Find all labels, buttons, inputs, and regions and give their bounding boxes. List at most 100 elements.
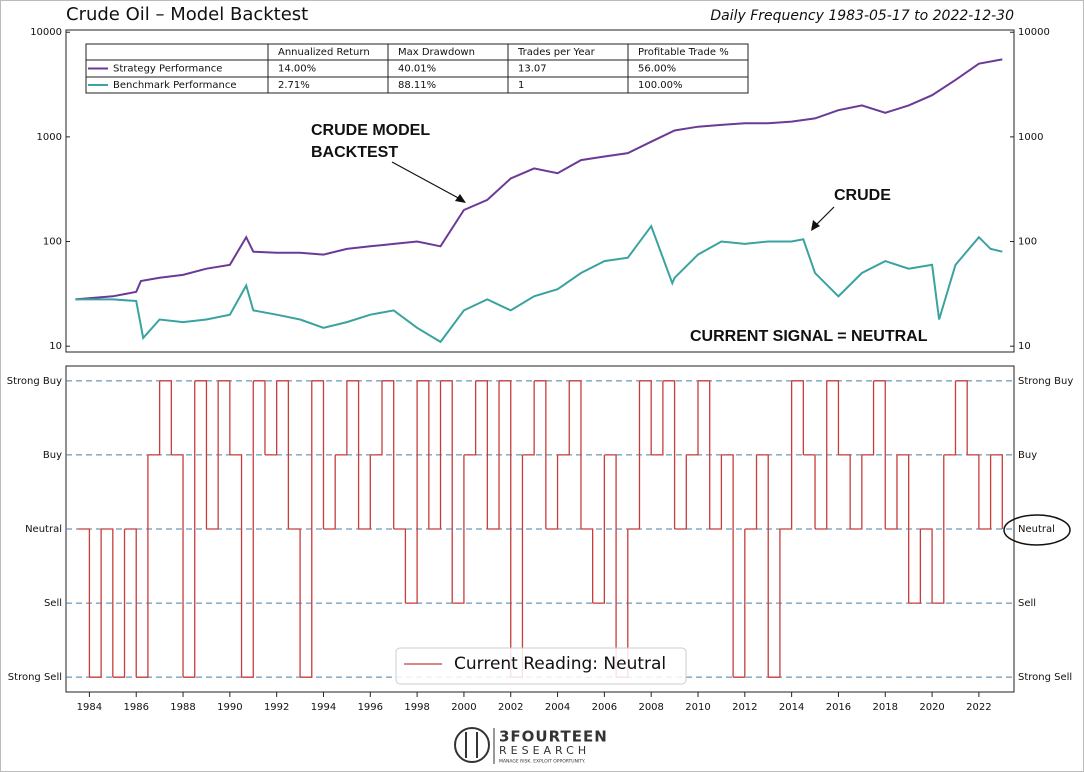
y-tick-label: 1000 (37, 132, 62, 143)
signal-step (674, 454, 687, 530)
signal-step (686, 380, 699, 456)
signal-step (639, 380, 652, 455)
y-tick-label: 10 (1018, 341, 1031, 352)
y-tick-label: 100 (43, 237, 62, 248)
signal-step (803, 454, 816, 529)
signal-step (405, 380, 418, 604)
signal-step (791, 380, 804, 455)
table-cell: 13.07 (518, 64, 547, 75)
signal-step (463, 380, 477, 456)
highlight-circle (1003, 514, 1071, 546)
signal-step (826, 380, 840, 455)
signal-step (662, 380, 676, 529)
y-tick-label: Buy (1018, 450, 1037, 461)
y-tick-label: 10000 (1018, 27, 1050, 38)
x-tick-label: 2004 (545, 702, 570, 713)
signal-step (580, 528, 594, 604)
annotation: CRUDE MODEL (311, 122, 430, 139)
signal-step (346, 380, 360, 529)
signal-step (744, 454, 758, 530)
y-tick-label: Strong Sell (1018, 672, 1072, 683)
signal-step (932, 454, 945, 604)
signal-step (276, 380, 290, 529)
signal-step (393, 528, 407, 604)
signal-step (89, 529, 102, 678)
signal-step (627, 380, 641, 530)
signal-step (978, 454, 992, 530)
signal-step (77, 528, 91, 678)
table-cell: 1 (518, 80, 524, 91)
top-panel: 10 10 100 100 1000 1000 10000 10000 Annualized R… (30, 27, 1050, 352)
annotation: CRUDE (834, 187, 891, 204)
annotation-arrow (813, 206, 835, 228)
legend-label: Strategy Performance (113, 64, 222, 75)
y-tick-label: 100 (1018, 237, 1037, 248)
signal-step (370, 380, 383, 456)
y-tick-label: Sell (1018, 598, 1036, 609)
x-tick-label: 2016 (826, 702, 851, 713)
annotation: CURRENT SIGNAL = NEUTRAL (690, 328, 928, 345)
signal-step (756, 454, 769, 678)
table-header: Max Drawdown (398, 47, 475, 58)
bottom-panel: Strong Sell Strong Sell Sell Sell Neutral Neu… (7, 376, 1074, 713)
x-tick-label: 2012 (732, 702, 757, 713)
top-plot-frame (65, 29, 1015, 353)
signal-step (323, 454, 336, 530)
x-tick-label: 2022 (966, 702, 991, 713)
legend-box (395, 647, 687, 685)
y-tick-label: Strong Sell (8, 672, 62, 683)
signal-step (358, 454, 371, 530)
signal-step (218, 380, 231, 455)
signal-step (651, 380, 664, 456)
x-tick-label: 1986 (123, 702, 148, 713)
signal-step (885, 454, 898, 530)
signal-step (733, 529, 746, 678)
x-tick-label: 2018 (873, 702, 898, 713)
signal-step (545, 454, 559, 530)
chart-title: Crude Oil – Model Backtest (66, 4, 308, 25)
logo: 3FOURTEEN RESEARCH MANAGE RISK. EXPLOIT … (454, 727, 607, 765)
x-tick-label: 2000 (451, 702, 476, 713)
signal-step (241, 380, 254, 678)
signal-step (206, 380, 219, 530)
signal-step (101, 528, 114, 678)
table-cell: 100.00% (638, 80, 683, 91)
signal-step (452, 454, 465, 604)
y-tick-label: Neutral (25, 524, 62, 535)
signal-step (721, 454, 734, 678)
signal-step (908, 529, 922, 604)
signal-step (815, 380, 828, 530)
signal-step (253, 380, 266, 455)
x-tick-label: 1988 (170, 702, 195, 713)
y-tick-label: Strong Buy (7, 376, 62, 387)
series-line (75, 224, 1003, 344)
signal-step (534, 380, 547, 529)
table-header: Annualized Return (278, 47, 370, 58)
signal-step (592, 454, 606, 604)
signal-step (943, 380, 957, 456)
signal-step (861, 380, 875, 456)
x-tick-label: 1994 (311, 702, 336, 713)
signal-step (896, 454, 910, 604)
signal-step (873, 380, 886, 529)
logo-tagline: MANAGE RISK. EXPLOIT OPPORTUNITY. (499, 759, 585, 765)
table-header: Trades per Year (517, 47, 596, 58)
signal-step (557, 380, 570, 456)
logo-mark (454, 727, 490, 763)
signal-step (522, 380, 535, 456)
signal-step (955, 380, 968, 455)
signal-step (124, 528, 137, 678)
signal-step (967, 454, 980, 529)
signal-step (417, 380, 430, 529)
series-line (75, 58, 1003, 301)
signal-step (335, 380, 348, 456)
signal-step (990, 454, 1003, 529)
x-tick-label: 2010 (685, 702, 710, 713)
signal-step (569, 380, 582, 529)
signal-step (112, 529, 126, 678)
legend-label: Current Reading: Neutral (454, 654, 666, 674)
signal-step (194, 380, 208, 529)
y-tick-label: Buy (43, 450, 62, 461)
